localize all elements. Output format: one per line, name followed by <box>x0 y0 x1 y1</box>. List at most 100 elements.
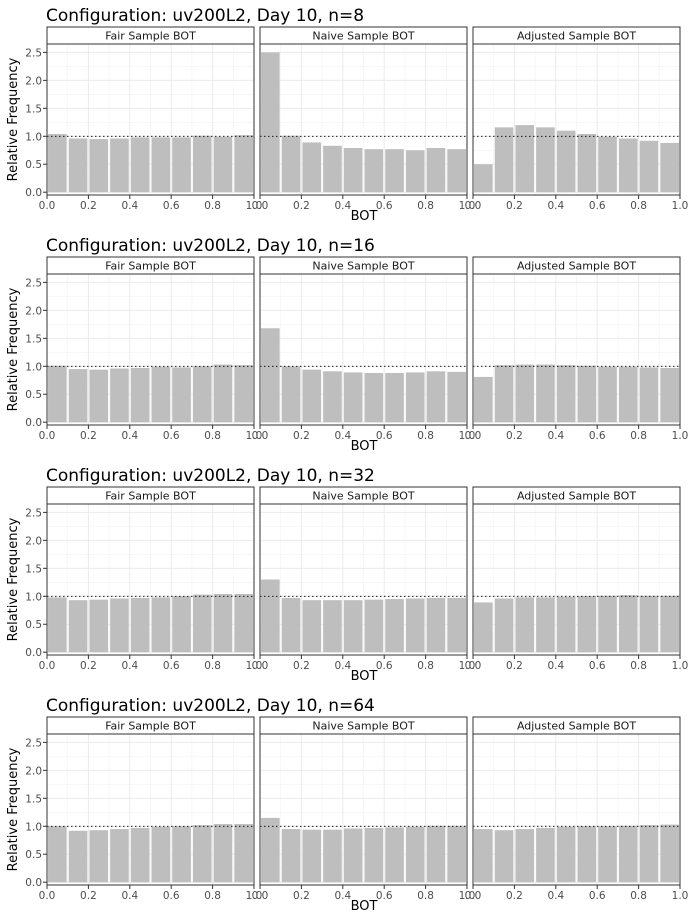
histogram-bar <box>151 366 171 423</box>
x-tick-label: 0.8 <box>417 660 434 672</box>
facet-label: Fair Sample BOT <box>105 260 196 273</box>
y-axis-label: Relative Frequency <box>6 57 21 181</box>
histogram-bar <box>598 136 617 193</box>
histogram-bar <box>556 130 576 193</box>
facet-strip <box>46 716 255 735</box>
facet-strip <box>472 716 681 735</box>
y-tick-label: 1.0 <box>25 821 42 833</box>
histogram-bar <box>660 595 679 653</box>
x-tick-label: 0.8 <box>630 660 647 672</box>
histogram-bar <box>234 135 253 193</box>
x-axis-label: BOT <box>351 899 378 914</box>
x-tick-label: 0.0 <box>252 890 269 902</box>
x-tick-label: 0.6 <box>163 430 180 442</box>
y-axis-label: Relative Frequency <box>6 517 21 641</box>
y-tick-label: 2.5 <box>25 737 42 749</box>
y-tick-label: 1.5 <box>25 103 42 115</box>
histogram-bar <box>89 830 109 883</box>
x-tick-label: 0.0 <box>252 200 269 212</box>
histogram-bar <box>598 595 617 653</box>
histogram-bar <box>536 827 555 883</box>
x-tick-label: 0.6 <box>376 660 393 672</box>
x-tick-label: 0.0 <box>39 890 56 902</box>
histogram-bar <box>639 825 659 883</box>
histogram-bar <box>385 599 404 653</box>
x-tick-label: 0.6 <box>376 430 393 442</box>
histogram-bar <box>364 827 384 883</box>
x-tick-label: 0.2 <box>80 200 97 212</box>
x-tick-label: 1.0 <box>672 890 689 902</box>
histogram-bar <box>213 594 233 653</box>
y-tick-label: 2.0 <box>25 305 42 317</box>
histogram-bar <box>192 135 212 193</box>
histogram-bar <box>447 597 466 653</box>
histogram-bar <box>405 150 425 193</box>
facet-label: Adjusted Sample BOT <box>517 720 636 733</box>
x-tick-label: 0.6 <box>163 890 180 902</box>
y-tick-label: 1.0 <box>25 591 42 603</box>
histogram-bar <box>172 596 191 653</box>
x-tick-label: 1.0 <box>459 430 476 442</box>
x-tick-label: 0.2 <box>293 660 310 672</box>
histogram-bar <box>515 597 535 653</box>
x-tick-label: 0.4 <box>121 890 138 902</box>
x-tick-label: 0.0 <box>465 890 482 902</box>
histogram-bar <box>281 135 301 193</box>
x-tick-label: 0.8 <box>417 200 434 212</box>
x-tick-label: 0.4 <box>547 890 564 902</box>
x-tick-label: 0.2 <box>80 660 97 672</box>
histogram-bar <box>577 365 597 423</box>
histogram-bar <box>323 600 342 653</box>
histogram-bar <box>536 127 555 193</box>
histogram-bar <box>89 369 109 423</box>
histogram-bar <box>639 367 659 423</box>
histogram-bar <box>89 599 109 653</box>
x-axis-label: BOT <box>351 669 378 684</box>
y-tick-label: 2.5 <box>25 507 42 519</box>
x-tick-label: 1.0 <box>246 430 263 442</box>
x-tick-label: 0.2 <box>293 890 310 902</box>
x-tick-label: 0.8 <box>417 430 434 442</box>
chart-title: Configuration: uv200L2, Day 10, n=8 <box>46 6 364 26</box>
histogram-bar <box>447 825 466 883</box>
x-tick-label: 0.4 <box>121 430 138 442</box>
histogram-bar <box>405 372 425 423</box>
histogram-bar <box>110 598 129 653</box>
y-tick-label: 0.0 <box>25 647 42 659</box>
y-tick-label: 0.5 <box>25 389 42 401</box>
x-tick-label: 0.6 <box>376 890 393 902</box>
y-tick-label: 1.5 <box>25 793 42 805</box>
histogram-bar <box>130 597 150 653</box>
x-tick-label: 0.2 <box>293 430 310 442</box>
x-tick-label: 0.8 <box>204 430 221 442</box>
histogram-bar <box>323 145 342 193</box>
histogram-bar <box>426 597 446 653</box>
histogram-bar <box>261 52 280 193</box>
y-tick-label: 1.0 <box>25 131 42 143</box>
histogram-bar <box>323 371 342 423</box>
x-tick-label: 0.4 <box>334 430 351 442</box>
x-axis-label: BOT <box>351 209 378 224</box>
x-tick-label: 0.6 <box>589 200 606 212</box>
x-tick-label: 0.2 <box>506 200 523 212</box>
facet-strip <box>259 256 468 275</box>
facet-strip <box>259 716 468 735</box>
x-tick-label: 0.0 <box>39 200 56 212</box>
histogram-bar <box>192 825 212 883</box>
y-tick-label: 2.5 <box>25 47 42 59</box>
facet-label: Naive Sample BOT <box>312 260 415 273</box>
histogram-bar <box>598 826 617 883</box>
x-tick-label: 1.0 <box>672 430 689 442</box>
histogram-bar <box>474 376 493 423</box>
histogram-bar <box>447 149 466 193</box>
histogram-bar <box>213 364 233 423</box>
histogram-bar <box>281 366 301 423</box>
histogram-bar <box>48 597 67 653</box>
y-tick-label: 0.0 <box>25 417 42 429</box>
histogram-bar <box>556 365 576 423</box>
histogram-bar <box>68 600 88 653</box>
histogram-bar <box>302 369 322 423</box>
histogram-bar <box>577 596 597 653</box>
